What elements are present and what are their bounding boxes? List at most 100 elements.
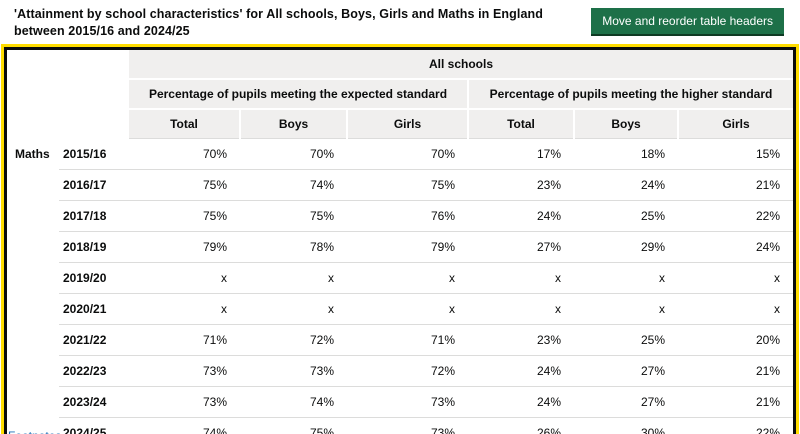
data-cell: 73% bbox=[240, 355, 347, 387]
data-cell: 71% bbox=[129, 324, 240, 356]
data-cell: x bbox=[129, 262, 240, 294]
row-header-year: 2024/25 bbox=[59, 417, 129, 434]
table-row: 2020/21 x x x x x x bbox=[7, 293, 793, 325]
table-row: 2021/22 71% 72% 71% 23% 25% 20% bbox=[7, 324, 793, 356]
footnotes-link[interactable]: Footnotes bbox=[8, 429, 61, 434]
data-cell: x bbox=[347, 293, 468, 325]
data-cell: 70% bbox=[347, 138, 468, 170]
data-cell: 24% bbox=[678, 231, 793, 263]
data-cell: 73% bbox=[347, 417, 468, 434]
data-cell: x bbox=[129, 293, 240, 325]
data-cell: 73% bbox=[347, 386, 468, 418]
top-bar: 'Attainment by school characteristics' f… bbox=[0, 0, 800, 44]
data-cell: 21% bbox=[678, 386, 793, 418]
data-cell: x bbox=[240, 262, 347, 294]
table-row: 2019/20 x x x x x x bbox=[7, 262, 793, 294]
data-cell: 15% bbox=[678, 138, 793, 170]
row-header-year: 2019/20 bbox=[59, 262, 129, 294]
data-cell: 72% bbox=[347, 355, 468, 387]
data-cell: 30% bbox=[574, 417, 678, 434]
data-cell: 27% bbox=[468, 231, 574, 263]
row-header-year: 2015/16 bbox=[59, 138, 129, 170]
column-group-higher-standard: Percentage of pupils meeting the higher … bbox=[467, 79, 793, 110]
data-cell: 23% bbox=[468, 324, 574, 356]
data-cell: 79% bbox=[129, 231, 240, 263]
row-header-year: 2016/17 bbox=[59, 169, 129, 201]
table-row: 2022/23 73% 73% 72% 24% 27% 21% bbox=[7, 355, 793, 387]
table-row: Maths 2015/16 70% 70% 70% 17% 18% 15% bbox=[7, 138, 793, 170]
data-cell: 24% bbox=[574, 169, 678, 201]
data-cell: 74% bbox=[240, 169, 347, 201]
data-cell: 21% bbox=[678, 169, 793, 201]
data-cell: x bbox=[468, 262, 574, 294]
data-cell: 74% bbox=[129, 417, 240, 434]
data-cell: 75% bbox=[129, 169, 240, 201]
data-cell: x bbox=[574, 262, 678, 294]
column-header-total-expected: Total bbox=[129, 109, 240, 139]
column-header-boys-higher: Boys bbox=[573, 109, 678, 139]
table-row: 2016/17 75% 74% 75% 23% 24% 21% bbox=[7, 169, 793, 201]
data-cell: 72% bbox=[240, 324, 347, 356]
data-cell: x bbox=[678, 293, 793, 325]
table-row: 2024/25 74% 75% 73% 26% 30% 22% bbox=[7, 417, 793, 434]
row-header-year: 2021/22 bbox=[59, 324, 129, 356]
move-reorder-headers-button[interactable]: Move and reorder table headers bbox=[591, 8, 784, 34]
table-row: 2018/19 79% 78% 79% 27% 29% 24% bbox=[7, 231, 793, 263]
header-spacer bbox=[7, 79, 59, 109]
data-cell: 23% bbox=[468, 169, 574, 201]
data-cell: 79% bbox=[347, 231, 468, 263]
column-group-expected-standard: Percentage of pupils meeting the expecte… bbox=[129, 79, 468, 110]
table-row: 2023/24 73% 74% 73% 24% 27% 21% bbox=[7, 386, 793, 418]
data-cell: 17% bbox=[468, 138, 574, 170]
data-cell: 24% bbox=[468, 355, 574, 387]
data-cell: x bbox=[347, 262, 468, 294]
data-cell: 70% bbox=[129, 138, 240, 170]
data-cell: 26% bbox=[468, 417, 574, 434]
data-cell: x bbox=[574, 293, 678, 325]
table-header: All schools Percentage of pupils meeting… bbox=[7, 50, 793, 139]
row-header-year: 2018/19 bbox=[59, 231, 129, 263]
data-cell: 73% bbox=[129, 355, 240, 387]
data-cell: 18% bbox=[574, 138, 678, 170]
page-title: 'Attainment by school characteristics' f… bbox=[14, 7, 543, 38]
data-cell: 27% bbox=[574, 386, 678, 418]
data-cell: 24% bbox=[468, 386, 574, 418]
results-table: All schools Percentage of pupils meeting… bbox=[7, 50, 793, 434]
data-cell: 75% bbox=[240, 417, 347, 434]
data-cell: 78% bbox=[240, 231, 347, 263]
row-header-year: 2020/21 bbox=[59, 293, 129, 325]
table-row: 2017/18 75% 75% 76% 24% 25% 22% bbox=[7, 200, 793, 232]
data-cell: 22% bbox=[678, 200, 793, 232]
row-header-year: 2017/18 bbox=[59, 200, 129, 232]
data-cell: x bbox=[678, 262, 793, 294]
data-cell: 70% bbox=[240, 138, 347, 170]
column-header-girls-expected: Girls bbox=[346, 109, 468, 139]
header-spacer bbox=[59, 79, 129, 109]
column-header-total-higher: Total bbox=[467, 109, 574, 139]
data-cell: 75% bbox=[129, 200, 240, 232]
data-cell: 75% bbox=[240, 200, 347, 232]
data-cell: 73% bbox=[129, 386, 240, 418]
row-header-year: 2022/23 bbox=[59, 355, 129, 387]
data-cell: 71% bbox=[347, 324, 468, 356]
column-header-boys-expected: Boys bbox=[239, 109, 347, 139]
data-cell: 20% bbox=[678, 324, 793, 356]
header-spacer bbox=[59, 50, 129, 79]
data-cell: x bbox=[240, 293, 347, 325]
data-cell: 25% bbox=[574, 200, 678, 232]
table-body: Maths 2015/16 70% 70% 70% 17% 18% 15% 2016/17 75%… bbox=[7, 138, 793, 434]
results-table-container: All schools Percentage of pupils meeting… bbox=[4, 47, 796, 434]
header-spacer bbox=[59, 109, 129, 139]
column-header-girls-higher: Girls bbox=[677, 109, 793, 139]
data-cell: 25% bbox=[574, 324, 678, 356]
column-group-all-schools: All schools bbox=[129, 50, 793, 80]
data-cell: 21% bbox=[678, 355, 793, 387]
data-cell: 27% bbox=[574, 355, 678, 387]
data-cell: 74% bbox=[240, 386, 347, 418]
data-cell: 24% bbox=[468, 200, 574, 232]
data-cell: 75% bbox=[347, 169, 468, 201]
row-header-year: 2023/24 bbox=[59, 386, 129, 418]
data-cell: 76% bbox=[347, 200, 468, 232]
data-cell: 29% bbox=[574, 231, 678, 263]
header-spacer bbox=[7, 109, 59, 139]
